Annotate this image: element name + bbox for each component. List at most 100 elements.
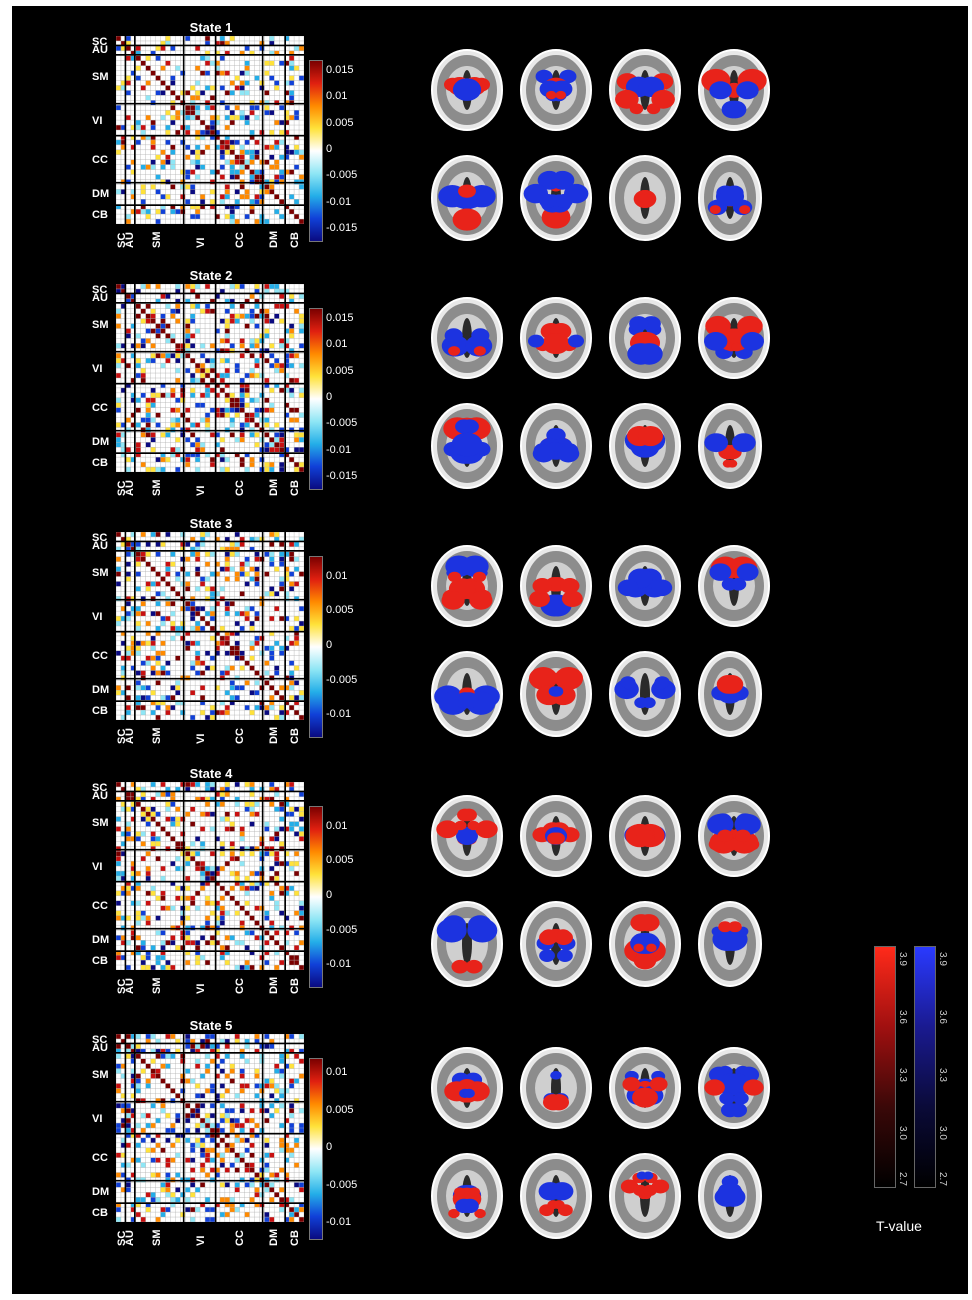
matrix-cell [116, 85, 121, 91]
matrix-cell [299, 576, 304, 582]
matrix-cell [219, 373, 225, 378]
matrix-cell [279, 189, 285, 195]
column-label: CC [234, 232, 247, 248]
matrix-cell [175, 695, 181, 701]
matrix-cell [284, 635, 290, 641]
matrix-cell [244, 586, 250, 592]
matrix-cell [229, 139, 235, 145]
matrix-cell [120, 685, 126, 691]
matrix-cell [299, 194, 304, 200]
matrix-cell [274, 407, 280, 413]
matrix-cell [155, 532, 161, 537]
matrix-cell [234, 452, 240, 458]
matrix-cell [244, 591, 250, 597]
matrix-cell [279, 115, 285, 121]
matrix-cell [284, 60, 290, 66]
matrix-cell [254, 308, 260, 314]
matrix-cell [145, 705, 151, 711]
matrix-cell [145, 387, 151, 393]
matrix-cell [294, 144, 300, 150]
matrix-cell [175, 467, 181, 472]
matrix-cell [170, 115, 176, 121]
matrix-cell [210, 655, 215, 661]
matrix-cell [150, 536, 156, 542]
matrix-cell [299, 288, 304, 294]
matrix-cell [190, 680, 196, 686]
matrix-cell [140, 432, 146, 438]
matrix-cell [254, 561, 260, 567]
matrix-cell [219, 611, 225, 617]
matrix-cell [140, 214, 146, 220]
matrix-cell [254, 189, 260, 195]
matrix-cell [229, 194, 235, 200]
matrix-cell [264, 284, 270, 289]
matrix-cell [289, 100, 295, 106]
matrix-cell [244, 134, 250, 140]
matrix-cell [145, 154, 151, 160]
matrix-cell [140, 194, 146, 200]
matrix-cell [170, 149, 176, 155]
matrix-cell [180, 571, 186, 577]
matrix-cell [145, 467, 151, 472]
matrix-cell [180, 184, 186, 190]
matrix-cell [229, 164, 235, 170]
matrix-cell [170, 348, 176, 354]
matrix-cell [224, 348, 230, 354]
matrix-cell [120, 184, 126, 190]
matrix-cell [279, 363, 285, 369]
matrix-cell [160, 214, 166, 220]
matrix-cell [249, 214, 255, 220]
matrix-cell [294, 626, 300, 631]
matrix-cell [165, 432, 171, 438]
matrix-cell [254, 556, 260, 562]
matrix-cell [185, 60, 191, 66]
matrix-cell [135, 571, 141, 577]
matrix-cell [130, 75, 136, 81]
matrix-cell [284, 338, 290, 344]
matrix-cell [185, 149, 191, 155]
matrix-cell [264, 115, 270, 121]
matrix-cell [150, 705, 156, 711]
matrix-cell [145, 115, 151, 121]
matrix-cell [219, 581, 225, 587]
matrix-cell [229, 303, 235, 309]
matrix-cell [274, 343, 280, 349]
matrix-cell [165, 219, 171, 224]
matrix-cell [160, 40, 166, 46]
matrix-cell [175, 621, 181, 626]
matrix-cell [135, 368, 141, 374]
matrix-cell [274, 219, 280, 224]
matrix-cell [160, 199, 166, 205]
matrix-cell [150, 640, 156, 646]
matrix-cell [180, 159, 186, 165]
matrix-cell [279, 407, 285, 413]
matrix-cell [264, 616, 270, 622]
matrix-cell [130, 442, 136, 448]
matrix-cell [190, 392, 196, 398]
matrix-cell [294, 532, 300, 537]
matrix-cell [135, 586, 141, 592]
matrix-cell [299, 407, 304, 413]
matrix-cell [284, 353, 290, 359]
matrix-cell [284, 36, 290, 41]
matrix-cell [130, 95, 136, 101]
matrix-cell [210, 373, 215, 378]
matrix-cell [274, 204, 280, 210]
matrix-cell [185, 402, 191, 408]
matrix-cell [190, 358, 196, 364]
matrix-cell [294, 655, 300, 661]
matrix-cell [224, 174, 230, 180]
matrix-cell [120, 382, 126, 388]
matrix-cell [185, 353, 191, 359]
matrix-cell [205, 154, 210, 160]
column-label: VI [194, 485, 207, 496]
matrix-cell [135, 437, 141, 443]
matrix-cell [185, 298, 191, 304]
matrix-cell [155, 710, 161, 716]
matrix-cell [175, 174, 181, 180]
matrix-cell [165, 715, 171, 720]
matrix-cell [299, 303, 304, 309]
matrix-cell [140, 45, 146, 51]
matrix-cell [185, 214, 191, 220]
matrix-cell [210, 184, 215, 190]
